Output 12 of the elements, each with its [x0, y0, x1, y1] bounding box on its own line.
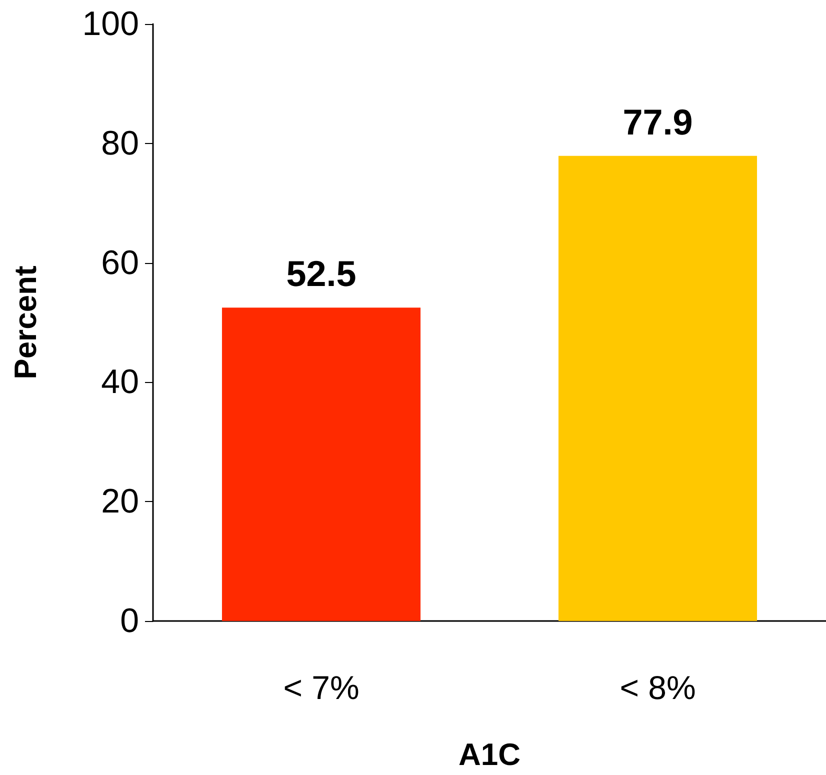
y-tick-label: 0: [120, 602, 139, 640]
x-axis-title: A1C: [458, 737, 521, 772]
x-tick-label: < 7%: [283, 669, 360, 706]
y-tick-label: 20: [101, 482, 139, 521]
data-label: 77.9: [622, 101, 693, 142]
data-label: 52.5: [286, 253, 356, 294]
x-tick-label: < 8%: [620, 669, 696, 706]
y-tick-label: 40: [101, 363, 139, 402]
y-tick-label: 60: [101, 244, 139, 282]
y-tick-label: 100: [82, 5, 139, 43]
y-axis-title: Percent: [8, 266, 43, 380]
y-tick-label: 80: [101, 124, 139, 162]
